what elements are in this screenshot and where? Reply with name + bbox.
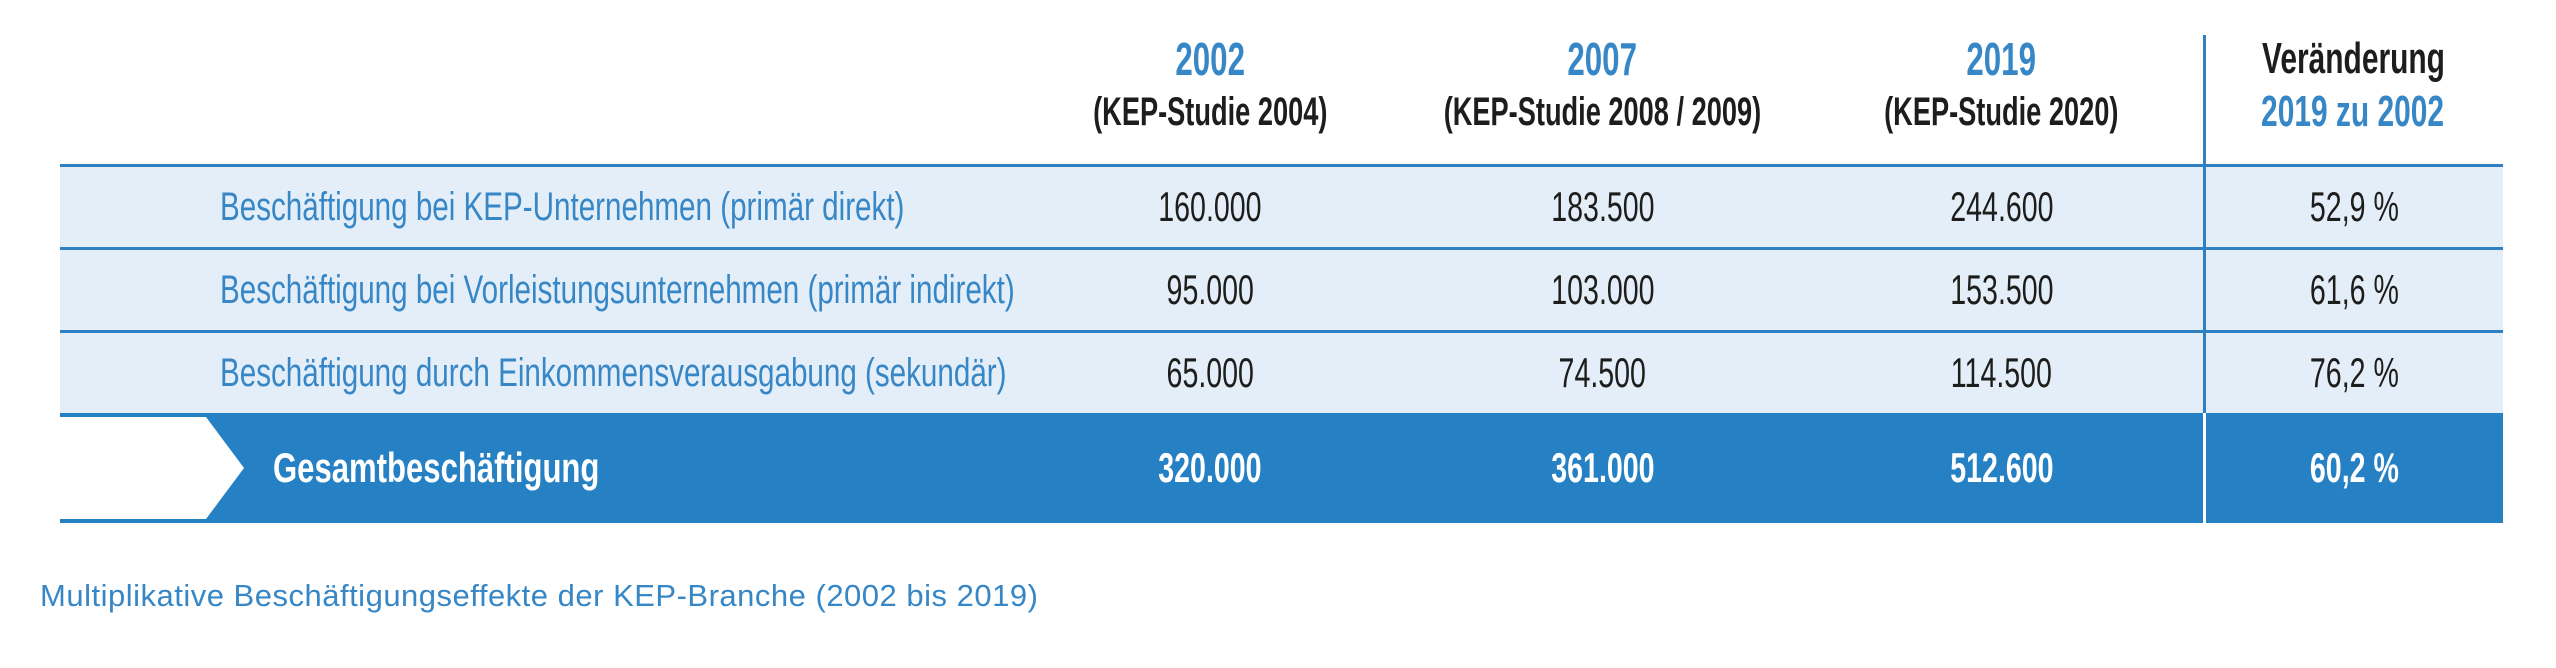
value-2007: 103.000 [1550, 266, 1655, 313]
value-2019: 153.500 [1949, 266, 2054, 313]
table-row-kep-direct: Beschäftigung bei KEP-Unternehmen (primä… [60, 164, 2503, 247]
table-row-einkommen-sekundaer: Beschäftigung durch Einkommensverausgabu… [60, 330, 2503, 413]
year-2019: 2019 [1966, 33, 2037, 85]
arrow-notch-icon [60, 417, 244, 519]
value-2007: 74.500 [1558, 349, 1647, 396]
table-header-row: 2002 (KEP-Studie 2004) 2007 (KEP-Studie … [60, 25, 2503, 164]
column-header-change: Veränderung 2019 zu 2002 [2203, 25, 2503, 164]
value-2019: 114.500 [1950, 349, 2053, 396]
column-header-2007: 2007 (KEP-Studie 2008 / 2009) [1405, 25, 1800, 164]
change-header-line1: Veränderung [2261, 34, 2445, 83]
year-2007: 2007 [1567, 33, 1638, 85]
change-header-line2: 2019 zu 2002 [2261, 87, 2445, 136]
row-label: Beschäftigung bei KEP-Unternehmen (primä… [220, 184, 905, 229]
header-column-divider [2203, 35, 2206, 164]
total-value-change: 60,2 % [2310, 444, 2399, 491]
study-2004: (KEP-Studie 2004) [1092, 89, 1328, 134]
column-header-2019: 2019 (KEP-Studie 2020) [1800, 25, 2203, 164]
table-row-vorleistung-indirect: Beschäftigung bei Vorleistungsunternehme… [60, 247, 2503, 330]
value-2002: 95.000 [1166, 266, 1254, 313]
value-change: 52,9 % [2310, 183, 2399, 230]
figure-caption: Multiplikative Beschäftigungseffekte der… [40, 578, 1039, 613]
total-row-label: Gesamtbeschäftigung [273, 444, 600, 491]
value-change: 76,2 % [2310, 349, 2399, 396]
employment-effects-table: 2002 (KEP-Studie 2004) 2007 (KEP-Studie … [60, 25, 2503, 523]
value-2002: 160.000 [1158, 183, 1262, 230]
row-label: Beschäftigung durch Einkommensverausgabu… [220, 350, 1007, 395]
table-total-row: Gesamtbeschäftigung 320.000 361.000 512.… [60, 413, 2503, 523]
study-2020: (KEP-Studie 2020) [1884, 89, 2119, 134]
value-2002: 65.000 [1166, 349, 1254, 396]
row-label: Beschäftigung bei Vorleistungsunternehme… [220, 267, 1015, 312]
total-value-2019: 512.600 [1949, 444, 2054, 491]
year-2002: 2002 [1175, 33, 1245, 85]
value-2007: 183.500 [1550, 183, 1655, 230]
header-spacer [60, 25, 1015, 164]
total-value-2002: 320.000 [1158, 444, 1262, 491]
study-2008-2009: (KEP-Studie 2008 / 2009) [1443, 89, 1762, 134]
column-header-2002: 2002 (KEP-Studie 2004) [1015, 25, 1405, 164]
value-2019: 244.600 [1949, 183, 2054, 230]
total-value-2007: 361.000 [1550, 444, 1655, 491]
value-change: 61,6 % [2310, 266, 2399, 313]
